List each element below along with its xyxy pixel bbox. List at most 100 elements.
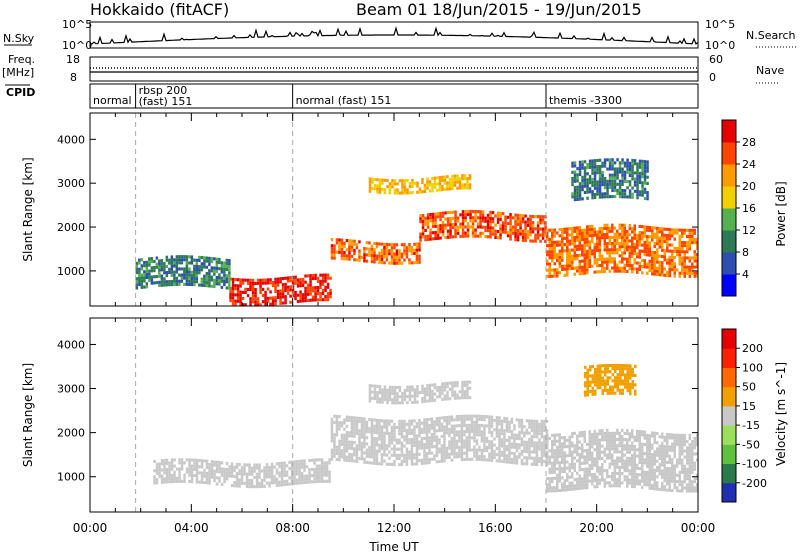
echo-cell [663, 239, 666, 243]
echo-cell [283, 464, 286, 468]
echo-cell [633, 224, 636, 228]
echo-cell [598, 441, 601, 445]
echo-cell [358, 419, 361, 423]
echo-cell [483, 445, 486, 449]
echo-cell [636, 435, 639, 439]
echo-cell [524, 236, 527, 240]
echo-cell [428, 183, 432, 187]
echo-cell [135, 280, 139, 284]
echo-cell [348, 459, 351, 463]
echo-cell [633, 485, 636, 489]
echo-cell [200, 465, 204, 469]
echo-cell [558, 448, 561, 452]
echo-cell [658, 273, 661, 277]
echo-cell [343, 254, 346, 258]
echo-cell [621, 388, 624, 392]
echo-cell [343, 436, 346, 440]
echo-cell [320, 476, 324, 480]
echo-cell [513, 461, 516, 465]
echo-cell [596, 432, 599, 436]
echo-cell [588, 228, 591, 232]
echo-cell [588, 448, 591, 452]
echo-cell [391, 182, 394, 186]
echo-cell [360, 444, 364, 448]
echo-cell [581, 232, 584, 236]
echo-cell [671, 461, 674, 465]
echo-cell [264, 300, 267, 304]
echo-cell [568, 441, 571, 445]
echo-cell [410, 419, 414, 423]
echo-cell [661, 255, 664, 259]
echo-cell [681, 268, 684, 272]
echo-cell [281, 295, 285, 299]
echo-cell [393, 401, 397, 405]
echo-cell [424, 238, 427, 242]
echo-cell [296, 293, 300, 297]
echo-cell [421, 223, 425, 227]
echo-cell [608, 465, 611, 469]
echo-cell [551, 455, 554, 459]
echo-cell [573, 176, 577, 180]
echo-cell [681, 452, 684, 456]
echo-cell [153, 478, 156, 482]
echo-cell [474, 234, 477, 238]
echo-cell [406, 188, 409, 192]
echo-cell [566, 267, 569, 271]
echo-cell [158, 462, 161, 466]
echo-cell [330, 433, 334, 437]
echo-cell [500, 459, 504, 463]
echo-cell [393, 398, 397, 402]
echo-cell [490, 440, 494, 444]
echo-cell [264, 278, 267, 282]
echo-cell [375, 418, 379, 422]
echo-cell [466, 180, 469, 184]
echo-cell [165, 264, 169, 268]
echo-cell [451, 384, 454, 388]
echo-cell [509, 234, 512, 238]
echo-cell [438, 459, 441, 463]
echo-cell [443, 440, 446, 444]
echo-cell [475, 414, 479, 418]
echo-cell [686, 452, 689, 456]
echo-cell [373, 178, 377, 182]
echo-cell [203, 259, 206, 263]
echo-cell [663, 249, 666, 253]
echo-cell [254, 297, 257, 301]
echo-cell [663, 463, 666, 467]
echo-cell [426, 180, 429, 184]
echo-cell [604, 373, 607, 377]
echo-cell [228, 465, 231, 469]
echo-cell [170, 461, 174, 465]
echo-cell [388, 395, 392, 399]
echo-cell [628, 447, 631, 451]
echo-cell [393, 246, 396, 250]
echo-cell [668, 448, 671, 452]
echo-cell [475, 448, 479, 452]
echo-cell [413, 391, 417, 395]
echo-cell [420, 437, 424, 441]
echo-cell [383, 394, 387, 398]
echo-cell [360, 423, 364, 427]
echo-cell [408, 425, 411, 429]
echo-cell [393, 243, 396, 247]
echo-cell [415, 422, 419, 426]
echo-cell [628, 267, 631, 271]
echo-cell [540, 419, 544, 423]
echo-cell [264, 303, 267, 307]
echo-cell [398, 447, 401, 451]
echo-cell [586, 196, 589, 200]
echo-cell [543, 429, 546, 433]
echo-cell [688, 446, 691, 450]
echo-cell [641, 184, 644, 188]
echo-cell [301, 299, 305, 303]
echo-cell [441, 397, 444, 401]
echo-cell [608, 179, 612, 183]
echo-cell [398, 258, 401, 262]
echo-cell [269, 281, 272, 285]
echo-cell [508, 448, 511, 452]
echo-cell [618, 188, 622, 192]
echo-cell [598, 438, 601, 442]
echo-cell [548, 470, 551, 474]
echo-cell [503, 460, 506, 464]
echo-cell [348, 418, 351, 422]
